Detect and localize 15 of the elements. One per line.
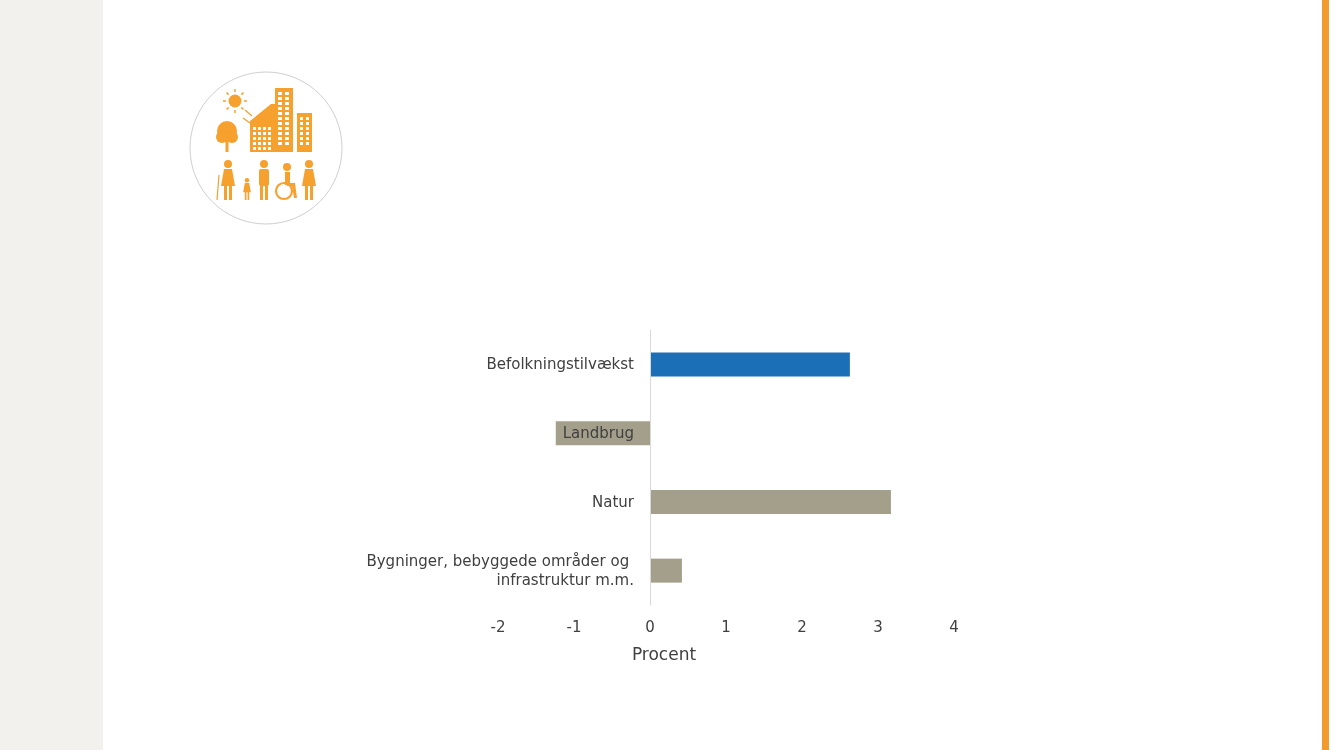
x-tick-label: 4 bbox=[949, 617, 959, 636]
x-tick-label: 3 bbox=[873, 617, 883, 636]
y-tick-label: Landbrug bbox=[562, 424, 634, 443]
x-axis-title: Procent bbox=[631, 643, 697, 664]
y-tick-label: Bygninger, bebyggede områder og infrastruktur m.m. bbox=[366, 552, 634, 590]
x-tick-label: 1 bbox=[721, 617, 731, 636]
y-tick-label: Befolkningstilvækst bbox=[486, 355, 635, 374]
bar bbox=[650, 489, 891, 514]
x-tick-label: 2 bbox=[797, 617, 807, 636]
x-tick-label: -1 bbox=[566, 617, 582, 636]
y-tick-label: Natur bbox=[592, 492, 635, 511]
bar bbox=[650, 558, 682, 583]
bar bbox=[650, 352, 850, 377]
x-tick-label: -2 bbox=[490, 617, 506, 636]
x-tick-label: 0 bbox=[645, 617, 655, 636]
